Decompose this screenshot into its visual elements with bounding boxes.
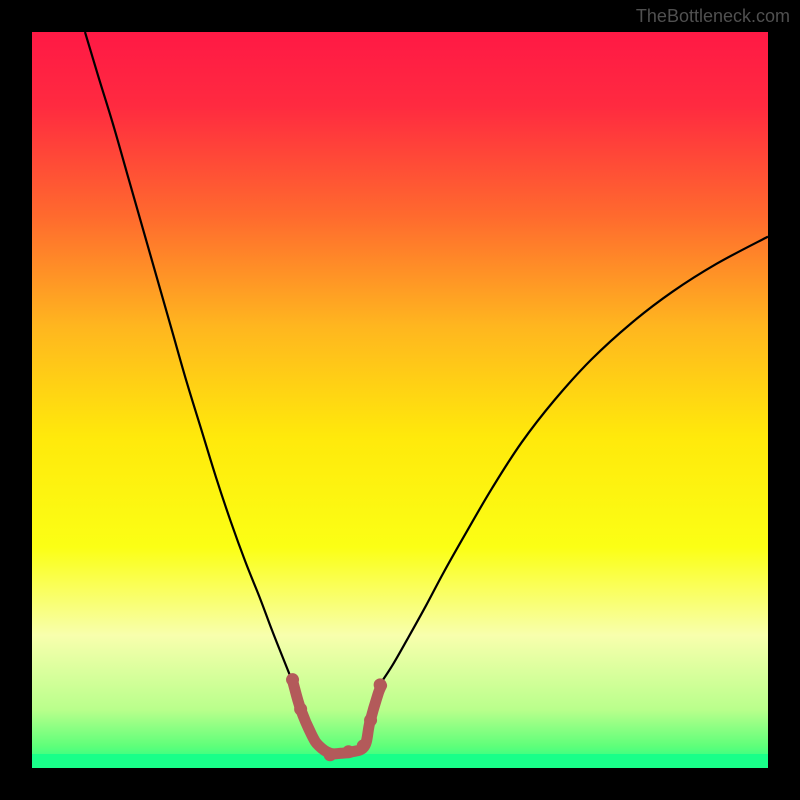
watermark-text: TheBottleneck.com [636, 6, 790, 27]
curve-layer [32, 32, 768, 768]
valley-marker-dot [357, 739, 370, 752]
valley-marker-dot [342, 745, 355, 758]
valley-marker-dot [374, 678, 387, 691]
plot-area [32, 32, 768, 768]
valley-marker-dot [286, 673, 299, 686]
right-curve [382, 237, 768, 682]
valley-marker-dot [294, 703, 307, 716]
left-curve [85, 32, 291, 678]
valley-marker-dot [364, 714, 377, 727]
valley-marker-dot [324, 748, 337, 761]
